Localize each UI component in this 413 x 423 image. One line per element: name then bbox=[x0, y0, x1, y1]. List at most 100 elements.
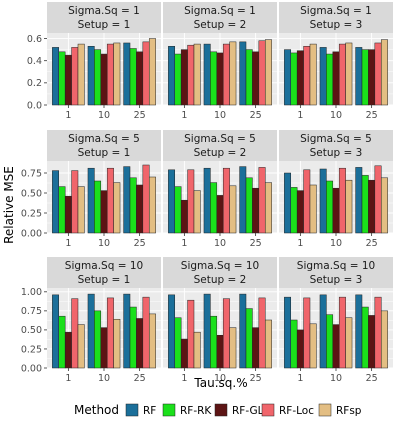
bar bbox=[71, 47, 79, 106]
y-tick-label: 0.00 bbox=[21, 363, 42, 374]
bar bbox=[136, 318, 144, 369]
bar bbox=[355, 167, 363, 234]
facet-strip-label: Sigma.Sq = 1 bbox=[68, 5, 140, 17]
x-tick-label: 10 bbox=[98, 238, 110, 249]
bar bbox=[87, 167, 95, 234]
facet-panel: Sigma.Sq = 1 Setup = 2 1 10 25 bbox=[163, 2, 277, 121]
facet-strip-label: Sigma.Sq = 1 bbox=[300, 5, 372, 17]
y-tick-label: 0.00 bbox=[21, 228, 42, 239]
bar bbox=[338, 167, 346, 234]
facet-strip-label: Setup = 1 bbox=[78, 274, 131, 286]
bar bbox=[296, 50, 304, 106]
x-tick-label: 1 bbox=[181, 110, 187, 121]
bar bbox=[123, 42, 131, 106]
legend-title: Method bbox=[74, 403, 119, 417]
legend-key bbox=[261, 403, 275, 417]
bar bbox=[319, 294, 327, 369]
bar bbox=[64, 54, 72, 106]
bar bbox=[361, 49, 369, 106]
facet-strip bbox=[47, 130, 161, 161]
bar bbox=[100, 327, 108, 369]
x-tick-label: 10 bbox=[330, 238, 342, 249]
facet-strip-label: Setup = 2 bbox=[194, 19, 247, 31]
bar bbox=[193, 43, 201, 106]
bar bbox=[142, 164, 150, 234]
x-tick-label: 10 bbox=[98, 373, 110, 384]
bar bbox=[94, 49, 102, 106]
bar bbox=[290, 187, 298, 234]
bar bbox=[58, 315, 66, 369]
x-tick-label: 1 bbox=[65, 110, 71, 121]
facet-strip-label: Sigma.Sq = 10 bbox=[65, 260, 143, 272]
x-tick-label: 1 bbox=[65, 373, 71, 384]
bar bbox=[106, 167, 114, 234]
bar bbox=[142, 296, 150, 369]
legend-label: RF bbox=[143, 405, 156, 417]
bar bbox=[239, 166, 247, 234]
bar bbox=[52, 47, 60, 106]
bar bbox=[71, 298, 79, 369]
bar bbox=[309, 184, 317, 234]
bar bbox=[303, 297, 311, 369]
x-tick-label: 10 bbox=[214, 238, 226, 249]
bar bbox=[332, 324, 340, 369]
facet-strip-label: Sigma.Sq = 5 bbox=[68, 133, 140, 145]
bar bbox=[180, 199, 188, 234]
bar bbox=[338, 296, 346, 369]
bar bbox=[326, 53, 334, 106]
y-tick-label: 0.2 bbox=[27, 78, 42, 89]
bar bbox=[245, 177, 253, 234]
bar bbox=[374, 296, 382, 369]
x-tick-label: 10 bbox=[330, 373, 342, 384]
bar bbox=[296, 190, 304, 234]
facet-strip bbox=[279, 130, 393, 161]
bar bbox=[374, 42, 382, 106]
x-tick-label: 1 bbox=[65, 238, 71, 249]
facet-panel: Sigma.Sq = 10 Setup = 1 0.00 0.25 0.50 0.75 1.… bbox=[21, 257, 161, 384]
x-tick-label: 25 bbox=[366, 110, 378, 121]
bar bbox=[148, 176, 156, 234]
bar bbox=[193, 331, 201, 369]
facet-panel: Sigma.Sq = 1 Setup = 3 1 10 25 bbox=[279, 2, 393, 121]
bar bbox=[258, 167, 266, 234]
facet-strip-label: Setup = 3 bbox=[310, 274, 363, 286]
bar bbox=[58, 51, 66, 106]
bar bbox=[148, 313, 156, 369]
bar bbox=[187, 44, 195, 106]
bar bbox=[77, 186, 85, 234]
y-tick-label: 0.4 bbox=[27, 56, 42, 67]
bar bbox=[203, 43, 211, 106]
bar bbox=[58, 186, 66, 234]
bar bbox=[203, 293, 211, 369]
bar bbox=[180, 49, 188, 106]
bar bbox=[222, 298, 230, 369]
bar bbox=[380, 310, 388, 369]
facet-strip bbox=[279, 2, 393, 33]
bar bbox=[113, 318, 121, 369]
facet-strip-label: Sigma.Sq = 1 bbox=[184, 5, 256, 17]
bar bbox=[210, 182, 218, 234]
bar bbox=[136, 184, 144, 234]
bar bbox=[326, 180, 334, 234]
bar bbox=[368, 179, 376, 234]
x-tick-label: 1 bbox=[297, 373, 303, 384]
bar bbox=[168, 294, 176, 369]
bar bbox=[284, 49, 292, 106]
facet-strip bbox=[279, 257, 393, 288]
facet-panel: Sigma.Sq = 10 Setup = 3 1 10 25 bbox=[279, 257, 393, 384]
x-tick-label: 25 bbox=[250, 373, 262, 384]
legend-key bbox=[318, 403, 332, 417]
bar bbox=[87, 46, 95, 106]
bar bbox=[187, 299, 195, 369]
y-tick-label: 0.6 bbox=[27, 34, 42, 45]
bar bbox=[309, 43, 317, 106]
legend: Method RF RF-RK RF-GLS RF-Loc RFsp bbox=[74, 403, 362, 417]
x-tick-label: 25 bbox=[134, 110, 146, 121]
facet-panel: Sigma.Sq = 5 Setup = 2 1 10 25 bbox=[163, 130, 277, 249]
bar bbox=[239, 293, 247, 369]
bar bbox=[332, 187, 340, 234]
bar bbox=[326, 314, 334, 369]
y-tick-label: 0.25 bbox=[21, 208, 42, 219]
bar bbox=[142, 41, 150, 106]
